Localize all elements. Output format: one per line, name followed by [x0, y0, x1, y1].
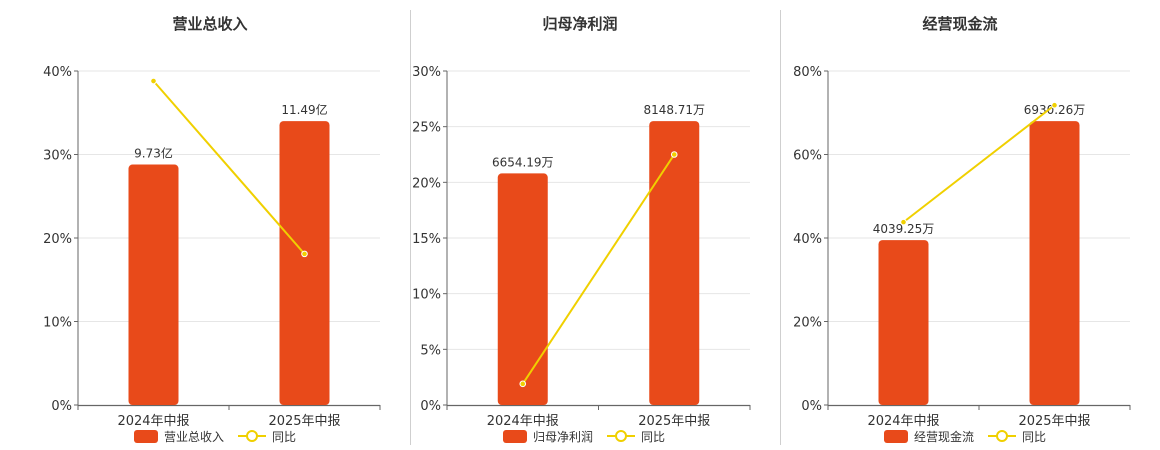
- y-tick-label: 80%: [793, 65, 822, 80]
- y-tick-label: 25%: [412, 121, 441, 136]
- x-category-label: 2025年中报: [268, 414, 340, 429]
- bar[interactable]: [649, 121, 700, 405]
- y-tick-label: 10%: [43, 316, 72, 331]
- y-tick-label: 40%: [43, 65, 72, 80]
- y-tick-label: 60%: [793, 149, 822, 164]
- bar[interactable]: [128, 164, 179, 405]
- chart-title: 营业总收入: [172, 15, 247, 33]
- bar-value-label: 11.49亿: [281, 102, 327, 117]
- legend-line-marker: [615, 430, 627, 442]
- y-tick-label: 40%: [793, 232, 822, 247]
- legend-bar-label[interactable]: 归母净利润: [533, 430, 593, 444]
- y-tick-label: 0%: [420, 399, 441, 414]
- chart-panel-1: 营业总收入 0% 10% 20% 30% 40% 9.73亿 11.49亿 2024年中报 202…: [43, 15, 381, 444]
- y-tick-label: 30%: [412, 65, 441, 80]
- y-tick-label: 20%: [43, 232, 72, 247]
- legend-line-label[interactable]: 同比: [641, 430, 665, 444]
- legend-bar-label[interactable]: 经营现金流: [914, 429, 974, 444]
- yoy-line: [902, 104, 1056, 223]
- bar-value-label: 6654.19万: [492, 155, 554, 169]
- bar[interactable]: [497, 173, 548, 405]
- x-category-label: 2024年中报: [867, 414, 939, 429]
- legend-line-marker: [246, 430, 258, 442]
- y-tick-label: 5%: [420, 343, 441, 358]
- x-category-label: 2024年中报: [487, 414, 559, 429]
- bar[interactable]: [878, 240, 929, 405]
- yoy-point[interactable]: [900, 218, 907, 226]
- legend-line-label[interactable]: 同比: [272, 430, 296, 444]
- x-category-label: 2024年中报: [117, 414, 189, 429]
- legend-line-label[interactable]: 同比: [1022, 430, 1046, 444]
- y-tick-label: 0%: [51, 399, 72, 414]
- chart-panel-2: 归母净利润 0% 5% 10% 15% 20% 25% 30% 6654.19万 8148.71万…: [412, 15, 751, 444]
- yoy-point[interactable]: [670, 151, 678, 158]
- bar-value-label: 8148.71万: [643, 103, 705, 117]
- yoy-point[interactable]: [150, 77, 157, 85]
- chart-panel-3: 经营现金流 0% 20% 40% 60% 80% 4039.25万 6930.26万 2024年…: [793, 15, 1131, 444]
- y-tick-label: 0%: [801, 399, 822, 414]
- chart-title: 归母净利润: [542, 15, 617, 33]
- yoy-point[interactable]: [519, 380, 527, 388]
- yoy-point[interactable]: [1051, 101, 1058, 109]
- y-tick-label: 20%: [793, 316, 822, 331]
- y-tick-label: 30%: [43, 149, 72, 164]
- y-tick-label: 10%: [412, 288, 441, 303]
- chart-title: 经营现金流: [922, 15, 997, 33]
- legend-bar-swatch: [503, 430, 527, 443]
- y-tick-label: 15%: [412, 232, 441, 247]
- legend-bar-swatch: [884, 430, 908, 443]
- y-tick-label: 20%: [412, 176, 441, 191]
- x-category-label: 2025年中报: [1018, 414, 1090, 429]
- bar-value-label: 9.73亿: [134, 146, 173, 161]
- bar-value-label: 6930.26万: [1024, 103, 1086, 117]
- bar[interactable]: [279, 121, 330, 405]
- bar-value-label: 4039.25万: [873, 222, 935, 236]
- yoy-point[interactable]: [301, 250, 308, 258]
- yoy-line: [521, 153, 676, 385]
- yoy-line: [152, 80, 306, 255]
- legend-bar-label[interactable]: 营业总收入: [164, 430, 224, 444]
- bar[interactable]: [1029, 121, 1080, 405]
- legend-line-marker: [996, 430, 1008, 442]
- legend-bar-swatch: [134, 430, 158, 443]
- x-category-label: 2025年中报: [638, 414, 710, 429]
